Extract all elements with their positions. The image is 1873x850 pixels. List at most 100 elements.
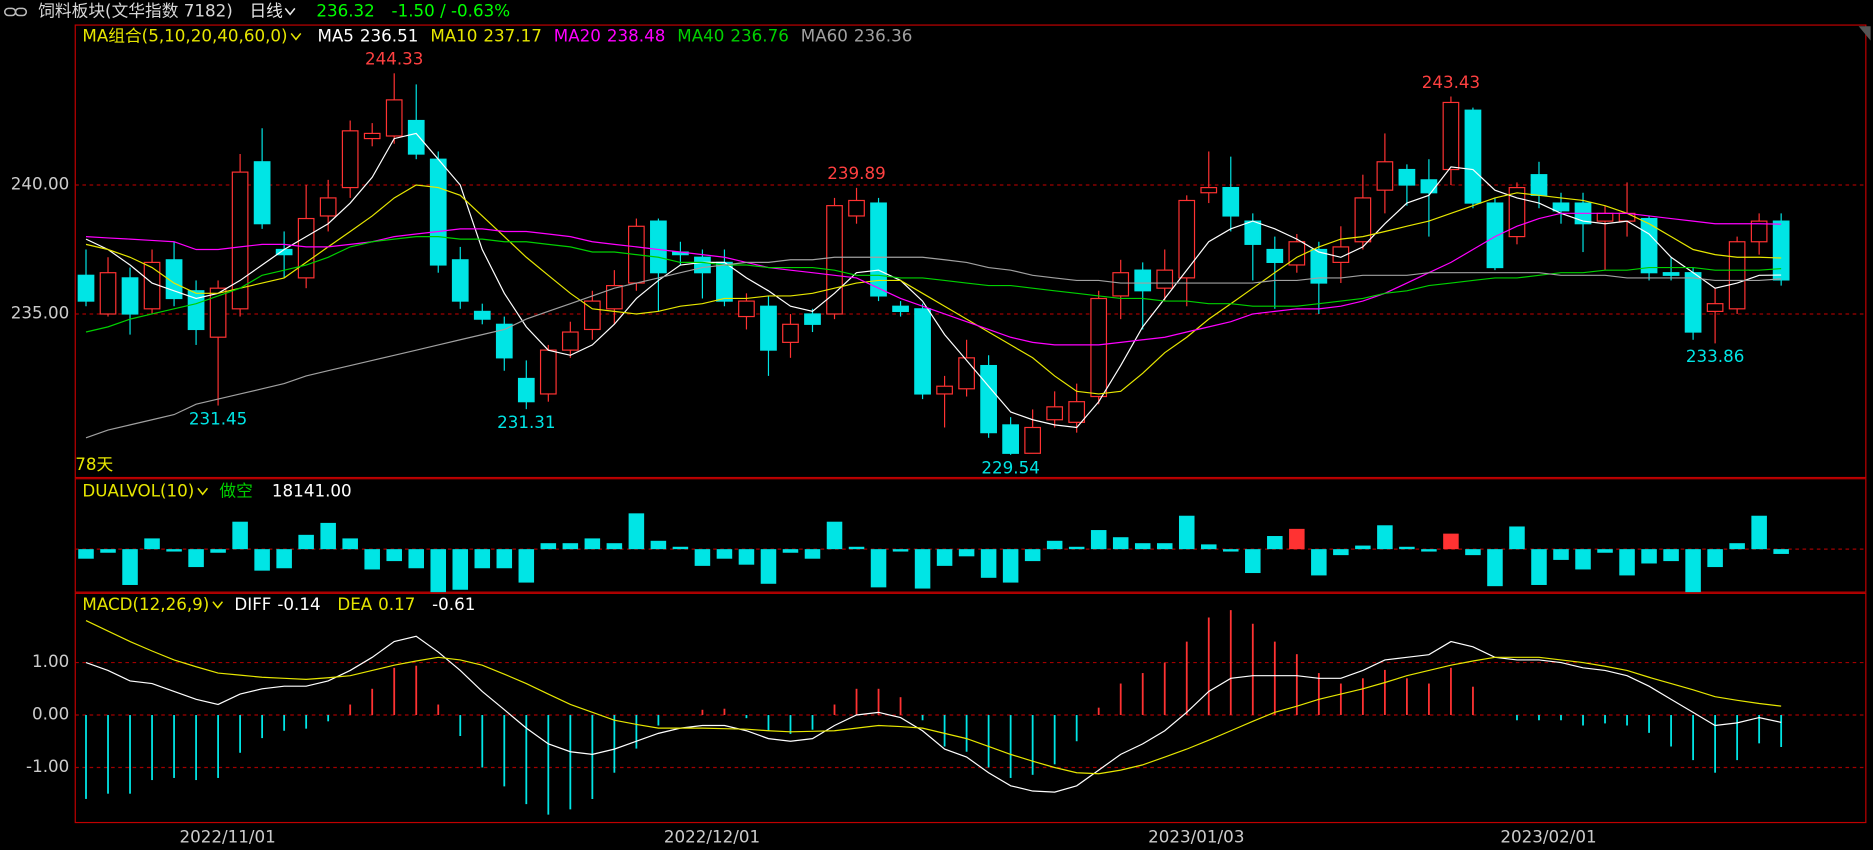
dropdown-chevron: [197, 487, 209, 496]
low-label: 233.86: [1686, 346, 1744, 366]
dropdown-chevron: [284, 7, 296, 16]
volume-bar: [1531, 549, 1547, 585]
volume-bar: [914, 549, 931, 589]
volume-bar: [1156, 543, 1173, 550]
candle-body: [231, 171, 249, 310]
y-tick-label: 240.00: [11, 174, 69, 194]
moving-average-line: [85, 132, 1782, 429]
candle-body: [782, 323, 799, 343]
volume-bar: [452, 549, 469, 590]
candle-body: [407, 119, 425, 155]
volume-bar: [254, 549, 270, 571]
candle-body: [1090, 297, 1108, 398]
volume-bar: [78, 549, 94, 559]
moving-average-line: [85, 184, 1782, 395]
volume-bar: [1223, 549, 1239, 552]
volume-bar: [892, 549, 909, 552]
volume-bar: [364, 549, 380, 570]
candle-body: [341, 130, 359, 189]
candle-body: [1112, 272, 1130, 297]
volume-bar: [1707, 549, 1723, 568]
candle-body: [848, 199, 865, 217]
candle-body: [936, 385, 953, 395]
candle-body: [980, 364, 997, 434]
candle-body: [1486, 202, 1504, 269]
x-tick-label: 2023/02/01: [1500, 827, 1596, 847]
legend-name: DEA: [337, 594, 372, 614]
candle-body: [1134, 269, 1152, 292]
moving-average-line: [85, 236, 1782, 333]
volume-bar: [694, 549, 711, 566]
legend-name: MA20: [554, 26, 601, 46]
volume-bar: [1575, 549, 1591, 570]
volume-bar: [1245, 549, 1261, 574]
volume-bar: [1068, 546, 1085, 550]
legend-value: 236.36: [854, 26, 912, 46]
day-count: 78天: [75, 454, 113, 474]
candle-body: [539, 349, 557, 395]
y-tick-label: 235.00: [11, 302, 69, 322]
volume-bar: [540, 543, 557, 550]
volume-bar: [848, 546, 865, 550]
legend-value: -0.14: [277, 594, 320, 614]
y-tick-label: 0.00: [32, 704, 69, 724]
candle-body: [1002, 424, 1019, 454]
candle-body: [495, 323, 513, 359]
volume-bar: [1465, 549, 1481, 556]
volume-bar: [1267, 536, 1283, 550]
volume-bar: [1377, 525, 1393, 550]
candle-body: [1728, 241, 1746, 310]
candle-body: [77, 274, 95, 302]
candle-body: [473, 310, 491, 320]
candle-body: [99, 272, 117, 315]
legend-name: MA40: [677, 26, 724, 46]
volume-bar: [276, 549, 292, 569]
volume-bar: [1421, 549, 1437, 552]
volume-bar: [496, 549, 513, 569]
volume-bar: [1289, 528, 1305, 550]
candle-body: [1464, 109, 1482, 204]
volume-bar: [232, 521, 248, 550]
y-tick-label: 1.00: [32, 651, 69, 671]
legend-value: 237.17: [483, 26, 541, 46]
macd-value: -0.61: [432, 594, 475, 614]
instrument-title: 饲料板块(文华指数 7182): [38, 0, 233, 20]
candle-body: [1178, 199, 1196, 279]
x-tick-label: 2022/12/01: [664, 827, 760, 847]
volume-bar: [782, 549, 799, 553]
candle-body: [804, 313, 821, 325]
candle-body: [297, 217, 315, 279]
candle-body: [892, 305, 909, 313]
volume-bar: [628, 513, 645, 550]
legend-value: 236.51: [360, 26, 418, 46]
volume-bar: [210, 549, 226, 553]
volume-bar: [1729, 543, 1745, 550]
price-panel-border: [74, 24, 1867, 479]
volume-bar: [1663, 549, 1679, 562]
candle-body: [914, 308, 931, 395]
volume-bar: [1399, 546, 1415, 550]
volume-bar: [1090, 530, 1107, 550]
candle-body: [429, 158, 447, 266]
volume-bar: [1002, 549, 1019, 583]
volume-bar: [826, 521, 843, 550]
candle-body: [143, 261, 161, 310]
volume-bar: [1773, 549, 1789, 554]
high-label: 243.43: [1422, 72, 1480, 92]
volume-bar: [672, 546, 689, 550]
volume-bar: [738, 549, 755, 565]
volume-bar: [760, 549, 777, 584]
volume-bar: [320, 522, 336, 550]
volume-bar: [1311, 549, 1327, 576]
candle-body: [1310, 248, 1328, 284]
candle-body: [561, 331, 579, 351]
volume-bar: [518, 549, 535, 583]
candle-body: [760, 305, 777, 351]
volume-bar: [1024, 549, 1041, 562]
volume-bar: [166, 549, 182, 552]
candle-body: [1684, 272, 1702, 333]
candle-body: [209, 287, 227, 338]
link-icon: [4, 7, 28, 17]
candle-body: [1750, 220, 1768, 243]
